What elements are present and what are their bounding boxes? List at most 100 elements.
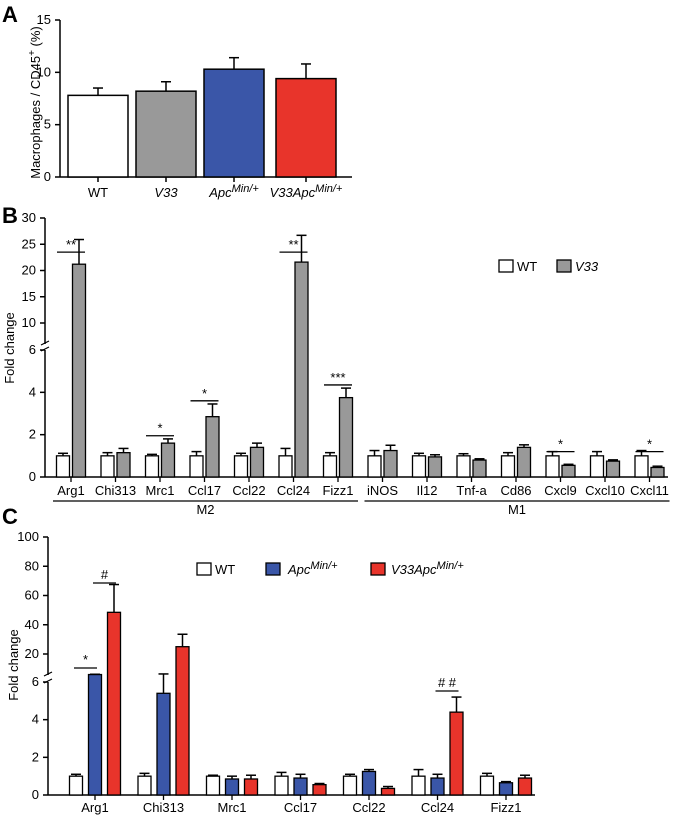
bar-wt-Chi313 (100, 455, 115, 478)
axis-break-mark (43, 671, 53, 677)
y-axis-label: Macrophages / CD45+ (%) (27, 26, 43, 179)
legend-swatch-apc (265, 562, 281, 576)
bar-wt-Mrc1 (205, 775, 221, 796)
significance-label: * (157, 421, 162, 436)
bar-1 (135, 90, 197, 178)
y-tick-label: 6 (29, 342, 36, 357)
bar-wt-Ccl17 (189, 455, 204, 478)
x-tick-label: Fizz1 (322, 483, 353, 498)
bar-apc-Mrc1 (224, 778, 240, 796)
bar-wt-Ccl17 (274, 775, 289, 796)
legend-label-wt: WT (215, 562, 235, 577)
bar-wt-Ccl24 (411, 775, 426, 796)
bar-0 (67, 94, 129, 178)
bar-wt-Cxcl9 (545, 455, 560, 478)
significance-label: *** (330, 370, 345, 385)
x-tick-label: Arg1 (57, 483, 84, 498)
bar-2 (203, 68, 265, 178)
legend-swatch-wt (196, 562, 212, 576)
bar-v33apc-Mrc1 (243, 778, 259, 796)
y-tick-label: 25 (22, 236, 36, 251)
bar-wt-Ccl22 (233, 455, 249, 478)
bar-apc-Fizz1 (498, 782, 514, 796)
bar-v33-Arg1 (71, 263, 87, 478)
bar-apc-Ccl17 (293, 777, 308, 796)
panel-label-c: C (2, 504, 18, 529)
bar-v33-Ccl22 (249, 446, 265, 478)
bar-wt-Cd86 (500, 455, 516, 478)
bar-v33-Mrc1 (160, 442, 176, 478)
x-tick-label: Ccl22 (232, 483, 265, 498)
bar-wt-Tnf-a (456, 455, 471, 478)
bar-v33-Fizz1 (338, 396, 354, 478)
bar-v33apc-Chi313 (175, 646, 190, 796)
bar-v33-Chi313 (116, 452, 131, 478)
significance-label: ** (288, 237, 298, 252)
x-tick-label: Chi313 (95, 483, 136, 498)
x-tick-label: Tnf-a (456, 483, 487, 498)
legend-swatch-v33 (556, 259, 572, 273)
axis-break-mark (40, 340, 50, 346)
bar-wt-Chi313 (137, 775, 152, 796)
panel-label-a: A (2, 2, 18, 27)
x-tick-label: Arg1 (81, 800, 108, 815)
x-tick-label: Mrc1 (146, 483, 175, 498)
y-axis-label: Fold change (2, 312, 17, 384)
bar-v33-Tnf-a (472, 459, 487, 478)
y-tick-label: 0 (29, 469, 36, 484)
y-tick-label: 100 (17, 529, 39, 544)
x-tick-label: Cxcl9 (544, 483, 577, 498)
x-tick-label: Fizz1 (490, 800, 521, 815)
significance-label: * (647, 437, 652, 452)
x-tick-label: Ccl24 (277, 483, 310, 498)
x-tick-label: Mrc1 (218, 800, 247, 815)
bar-apc-Chi313 (156, 692, 171, 796)
x-tick-label: V33ApcMin/+ (270, 183, 343, 200)
y-tick-label: 0 (32, 787, 39, 802)
legend-label-apc: ApcMin/+ (287, 560, 338, 577)
y-tick-label: 20 (25, 646, 39, 661)
y-tick-label: 20 (22, 263, 36, 278)
group-label-M1: M1 (508, 502, 526, 517)
panel-b: B 0 2 4 6 10 15 20 25 30 Fold change Arg1 Chi313 Mrc1… (2, 203, 670, 517)
bar-v33apc-Arg1 (106, 611, 122, 796)
bar-wt-Il12 (411, 455, 427, 478)
bar-v33-Cxcl11 (650, 466, 665, 478)
legend-label-wt: WT (517, 259, 537, 274)
significance-label: * (558, 437, 563, 452)
bar-apc-Ccl22 (361, 770, 377, 796)
y-tick-label: 15 (37, 12, 51, 27)
bar-v33-Il12 (427, 456, 443, 478)
bar-wt-Mrc1 (144, 455, 160, 478)
y-tick-label: 10 (37, 64, 51, 79)
bar-v33-iNOS (383, 449, 398, 478)
significance-label: # # (438, 675, 457, 690)
bar-wt-Arg1 (68, 775, 84, 796)
y-tick-label: 60 (25, 588, 39, 603)
y-tick-label: 2 (29, 427, 36, 442)
x-tick-label: Cxcl11 (630, 483, 669, 498)
significance-label: ** (66, 237, 76, 252)
bar-wt-Ccl22 (342, 775, 358, 796)
group-label-M2: M2 (196, 502, 214, 517)
y-tick-label: 15 (22, 289, 36, 304)
y-tick-label: 0 (44, 169, 51, 184)
bar-wt-Cxcl11 (634, 455, 649, 478)
bar-wt-Fizz1 (479, 775, 495, 796)
bar-v33-Ccl24 (294, 261, 309, 478)
y-tick-label: 5 (44, 117, 51, 132)
bar-wt-Ccl24 (278, 455, 293, 478)
bar-v33-Cxcl9 (561, 464, 576, 478)
x-tick-label: Cd86 (500, 483, 531, 498)
x-tick-label: V33 (154, 185, 178, 200)
significance-label: * (202, 386, 207, 401)
significance-label: # (101, 567, 109, 582)
x-tick-label: Il12 (417, 483, 438, 498)
legend-label-v33: V33 (575, 259, 599, 274)
x-tick-label: WT (88, 185, 108, 200)
legend-swatch-wt (498, 259, 514, 273)
legend-swatch-v33apc (370, 562, 386, 576)
bar-wt-iNOS (367, 455, 382, 478)
